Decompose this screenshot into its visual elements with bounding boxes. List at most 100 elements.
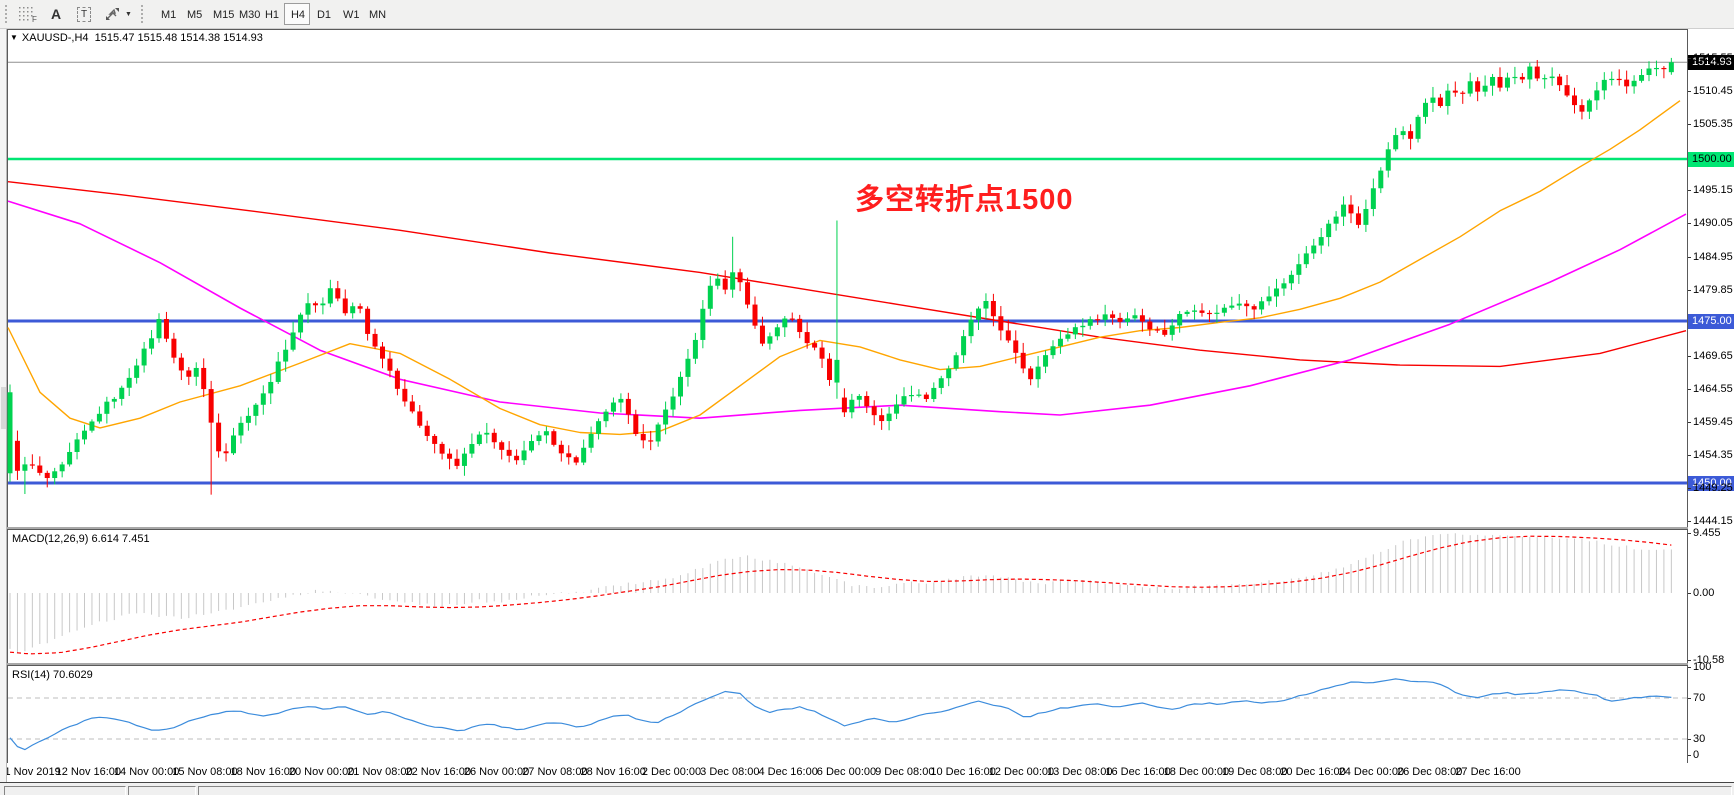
time-axis-label: 18 Nov 16:00 — [230, 766, 296, 778]
time-axis-label: 19 Dec 08:00 — [1222, 766, 1288, 778]
time-axis-label: 9 Dec 08:00 — [875, 766, 935, 778]
time-axis-label: 12 Nov 16:00 — [55, 766, 122, 778]
time-axis-label: 22 Nov 16:00 — [405, 766, 471, 778]
toolbar-grip[interactable] — [4, 4, 8, 24]
moving-averages-layer — [7, 100, 1687, 436]
price-axis-label: 1469.65 — [1693, 349, 1733, 362]
rsi-axis-label: 70 — [1693, 692, 1706, 704]
price-axis-label: 1449.25 — [1693, 481, 1733, 494]
time-axis-label: 26 Dec 08:00 — [1396, 766, 1463, 778]
text-label-tool-button[interactable]: T — [68, 2, 100, 26]
price-axis-label: 1444.15 — [1693, 514, 1733, 527]
time-axis-label: 27 Dec 16:00 — [1455, 766, 1521, 778]
rsi-indicator-label: RSI(14) 70.6029 — [12, 669, 93, 681]
price-axis-label: 1484.95 — [1693, 250, 1733, 263]
time-axis-label: 12 Dec 00:00 — [988, 766, 1055, 778]
axis-tick — [1688, 223, 1691, 225]
rsi-axis-label: 100 — [1693, 661, 1712, 674]
chart-region[interactable]: ▼ XAUUSD-,H4 1515.47 1515.48 1514.38 1514… — [0, 29, 1688, 782]
timeframe-button-M15[interactable]: M15 — [206, 3, 234, 25]
svg-text:F: F — [32, 15, 37, 22]
axis-tick — [1688, 660, 1691, 662]
axis-tick — [1688, 667, 1691, 669]
time-axis-label: 11 Nov 2019 — [0, 766, 61, 778]
macd-indicator-label: MACD(12,26,9) 6.614 7.451 — [12, 533, 150, 545]
dropdown-caret-icon: ▼ — [125, 10, 132, 18]
price-axis-label: 1510.45 — [1693, 85, 1733, 98]
price-axis-label: 1505.35 — [1693, 118, 1733, 131]
chart-canvas[interactable] — [0, 29, 1688, 782]
axis-tick — [1688, 533, 1691, 534]
price-axis[interactable]: 1514.93 1500.00 1475.00 1450.00 1515.55 1… — [1688, 29, 1734, 782]
time-axis-label: 20 Dec 16:00 — [1280, 766, 1346, 778]
axis-tick — [1688, 190, 1691, 192]
macd-axis-label: -10.58 — [1693, 654, 1725, 667]
time-axis-label: 14 Nov 00:00 — [113, 766, 180, 778]
price-axis-label: 1459.45 — [1693, 415, 1733, 428]
time-axis-label: 6 Dec 00:00 — [816, 766, 877, 778]
timeframe-toolbar: M1 M5 M15 M30 H1 H4 D1 W1 MN — [154, 3, 388, 25]
timeframe-button-MN[interactable]: MN — [362, 3, 388, 25]
panel-splitter[interactable] — [0, 527, 1734, 529]
timeframe-button-D1[interactable]: D1 — [310, 3, 336, 25]
text-box-icon: T — [76, 6, 92, 22]
status-segment — [128, 786, 196, 795]
time-axis-label: 28 Nov 16:00 — [580, 766, 646, 778]
axis-tick — [1688, 487, 1691, 489]
timeframe-button-H4[interactable]: H4 — [283, 3, 310, 25]
time-axis-label: 18 Dec 00:00 — [1163, 766, 1230, 778]
timeframe-button-M1[interactable]: M1 — [154, 3, 180, 25]
hline-badge-1450: 1450.00 — [1688, 475, 1734, 491]
text-tool-button[interactable]: A — [44, 3, 68, 25]
grid-f-icon: F — [19, 7, 37, 22]
hline-badge-1475: 1475.00 — [1688, 313, 1734, 329]
axis-tick — [1688, 421, 1691, 423]
axis-tick — [1688, 124, 1691, 126]
time-axis-label: 27 Nov 08:00 — [522, 766, 588, 778]
axis-tick — [1688, 91, 1691, 93]
time-axis[interactable]: 11 Nov 2019 12 Nov 16:00 14 Nov 00:00 15 No… — [0, 763, 1734, 782]
price-axis-label: 1454.35 — [1693, 448, 1733, 461]
panel-splitter[interactable] — [0, 663, 1734, 665]
rsi-layer — [8, 678, 1687, 751]
candles-layer — [7, 57, 1674, 495]
hline-badge-1500: 1500.00 — [1688, 151, 1734, 167]
axis-tick — [1688, 355, 1691, 357]
macd-axis-label: 0.00 — [1693, 587, 1715, 599]
ohlc-values: 1515.47 1515.48 1514.38 1514.93 — [94, 32, 263, 44]
axis-tick — [1688, 454, 1691, 456]
ma-slow-red — [7, 181, 1687, 368]
time-axis-label: 20 Nov 00:00 — [288, 766, 355, 778]
status-segment — [4, 786, 126, 795]
dock-handle[interactable] — [1, 387, 6, 429]
axis-tick — [1688, 388, 1691, 390]
toolbar: F A T ▼ M1 M5 M15 M30 H1 H4 D1 W1 MN — [0, 0, 1734, 29]
axis-tick — [1688, 289, 1691, 291]
chart-grid-f-icon[interactable]: F — [12, 2, 44, 26]
arrow-objects-button[interactable]: ▼ — [100, 2, 136, 26]
rsi-line — [9, 678, 1672, 751]
time-axis-label: 15 Nov 08:00 — [172, 766, 238, 778]
time-axis-label: 24 Dec 00:00 — [1338, 766, 1405, 778]
ma-fast-orange — [7, 100, 1681, 436]
status-strip — [0, 782, 1734, 795]
timeframe-button-M5[interactable]: M5 — [180, 3, 206, 25]
time-axis-label: 3 Dec 08:00 — [700, 766, 760, 778]
timeframe-button-M30[interactable]: M30 — [232, 3, 260, 25]
axis-tick — [1688, 739, 1691, 740]
arrows-icon — [106, 8, 119, 20]
time-axis-label: 26 Nov 00:00 — [463, 766, 530, 778]
axis-tick — [1688, 755, 1691, 756]
collapse-triangle-icon[interactable]: ▼ — [10, 33, 18, 42]
price-axis-label: 1515.55 — [1693, 52, 1733, 65]
chart-annotation-text[interactable]: 多空转折点1500 — [855, 184, 1074, 216]
timeframe-button-W1[interactable]: W1 — [336, 3, 362, 25]
time-axis-label: 2 Dec 00:00 — [641, 766, 702, 778]
ma-mid-magenta — [7, 200, 1687, 420]
macd-signal-line — [9, 535, 1672, 655]
price-axis-label: 1495.15 — [1693, 184, 1733, 197]
toolbar-grip[interactable] — [139, 4, 144, 24]
symbol-name: XAUUSD-,H4 — [21, 32, 89, 44]
timeframe-button-H1[interactable]: H1 — [258, 3, 284, 25]
